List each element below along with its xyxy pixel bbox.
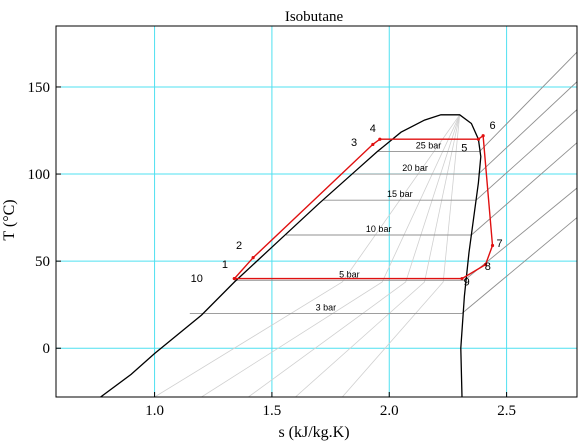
- y-tick-label: 50: [35, 254, 50, 270]
- isobar-label: 15 bar: [387, 189, 413, 199]
- cycle-point: [483, 263, 488, 267]
- cycle-line: [233, 134, 494, 280]
- state-label-3: 3: [351, 137, 357, 149]
- y-tick-label: 100: [28, 167, 51, 183]
- cycle-point: [481, 134, 485, 138]
- quality-lines: [154, 114, 461, 397]
- y-ticks: 0 50 100 150: [28, 80, 61, 357]
- x-tick-label: 1.5: [263, 403, 282, 419]
- state-label-1: 1: [222, 259, 228, 271]
- y-tick-label: 150: [28, 80, 51, 96]
- x-tick-label: 2.5: [497, 403, 516, 419]
- cycle-point: [251, 256, 255, 260]
- chart-title: Isobutane: [285, 9, 344, 25]
- cycle-point: [490, 243, 495, 248]
- quality-line: [201, 114, 461, 397]
- cycle-point: [371, 142, 375, 147]
- isobar-line: [189, 217, 577, 314]
- x-tick-label: 1.0: [145, 403, 164, 419]
- quality-line: [154, 114, 461, 397]
- cycle-point: [460, 276, 464, 281]
- y-axis-label: T (°C): [1, 199, 18, 240]
- state-label-2: 2: [236, 240, 242, 252]
- x-ticks: 1.0 1.5 2.0 2.5: [145, 392, 516, 419]
- state-label-4: 4: [370, 123, 376, 135]
- isobar-label: 5 bar: [339, 269, 360, 279]
- state-label-10: 10: [191, 273, 203, 285]
- isobar-line: [286, 142, 577, 236]
- y-tick-label: 0: [43, 341, 51, 357]
- x-tick-label: 2.0: [380, 403, 399, 419]
- x-axis-label: s (kJ/kg.K): [278, 424, 349, 441]
- isobars: 3 bar 5 bar 10 bar 15 bar 20 bar 25 bar: [189, 51, 577, 314]
- isobar-line: [234, 187, 577, 281]
- isobar-label: 10 bar: [366, 224, 392, 234]
- quality-line: [341, 114, 461, 397]
- state-label-5: 5: [461, 142, 467, 154]
- state-label-7: 7: [496, 238, 502, 250]
- isobar-line: [351, 81, 577, 175]
- state-label-6: 6: [489, 120, 495, 132]
- state-labels: 12 3 4 5 6 78 9 10: [191, 120, 503, 289]
- grid: [56, 26, 577, 397]
- plot-frame: [55, 25, 578, 398]
- cycle-point: [378, 137, 382, 141]
- saturation-dome: [100, 114, 482, 397]
- cycle-point: [232, 276, 236, 281]
- cycle: [232, 134, 495, 281]
- isobar-label: 3 bar: [316, 302, 337, 312]
- cycle-point: [476, 137, 481, 141]
- state-label-9: 9: [464, 277, 470, 289]
- saturation-dome-curve: [100, 114, 482, 397]
- quality-line: [295, 114, 461, 397]
- isobar-label: 20 bar: [402, 163, 428, 173]
- quality-line: [248, 114, 461, 397]
- state-label-8: 8: [485, 261, 491, 273]
- isobar-label: 25 bar: [416, 140, 442, 150]
